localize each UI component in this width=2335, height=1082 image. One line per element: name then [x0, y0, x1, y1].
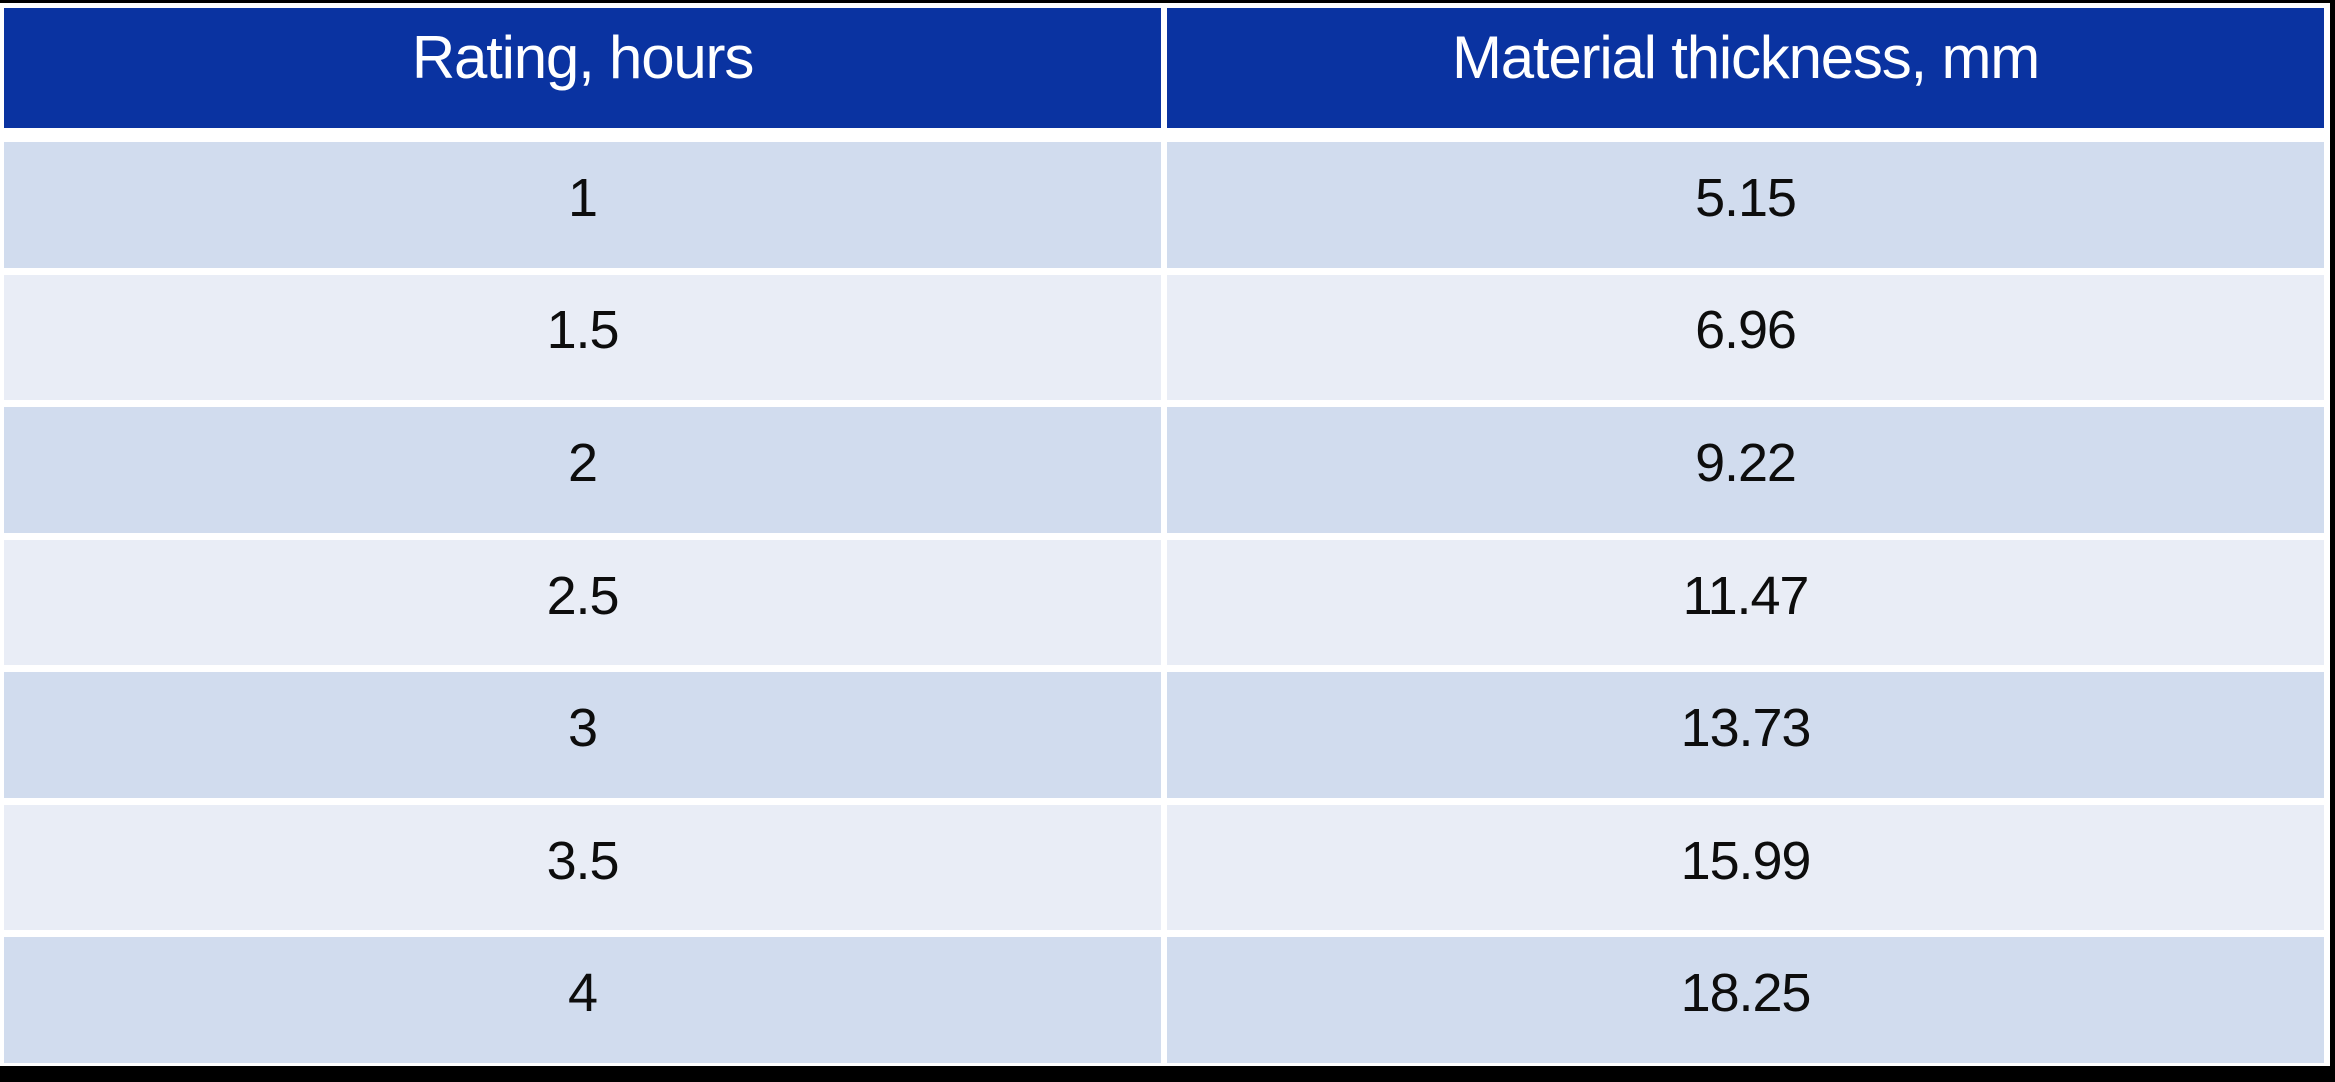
table-row: 3.5 15.99: [4, 804, 2324, 931]
cell-rating-hours: 1.5: [4, 274, 1161, 401]
header-cell-material-thickness: Material thickness, mm: [1167, 8, 2324, 128]
cell-rating-hours: 4: [4, 937, 1161, 1064]
cell-material-thickness: 11.47: [1167, 539, 2324, 666]
table-row: 1.5 6.96: [4, 274, 2324, 401]
cell-rating-hours: 1: [4, 142, 1161, 268]
cell-material-thickness: 5.15: [1167, 142, 2324, 268]
cell-material-thickness: 13.73: [1167, 672, 2324, 798]
table-body: 1 5.15 1.5 6.96 2 9.22 2.5 11.47 3 13.73 3.5 15.99 4…: [4, 142, 2324, 1064]
cell-rating-hours: 3.5: [4, 804, 1161, 931]
top-border: [0, 0, 2335, 3]
header-cell-rating-hours: Rating, hours: [4, 8, 1161, 128]
material-thickness-table: Rating, hours Material thickness, mm 1 5.…: [4, 8, 2324, 1064]
cell-material-thickness: 9.22: [1167, 407, 2324, 533]
cell-material-thickness: 6.96: [1167, 274, 2324, 401]
right-border: [2330, 0, 2335, 1082]
table-row: 2 9.22: [4, 407, 2324, 533]
cell-rating-hours: 2: [4, 407, 1161, 533]
cell-rating-hours: 3: [4, 672, 1161, 798]
table-row: 4 18.25: [4, 937, 2324, 1064]
cell-material-thickness: 15.99: [1167, 804, 2324, 931]
table-row: 1 5.15: [4, 142, 2324, 268]
cell-material-thickness: 18.25: [1167, 937, 2324, 1064]
table-header-row: Rating, hours Material thickness, mm: [4, 8, 2324, 128]
bottom-border: [0, 1066, 2335, 1082]
cell-rating-hours: 2.5: [4, 539, 1161, 666]
table-row: 2.5 11.47: [4, 539, 2324, 666]
table-row: 3 13.73: [4, 672, 2324, 798]
